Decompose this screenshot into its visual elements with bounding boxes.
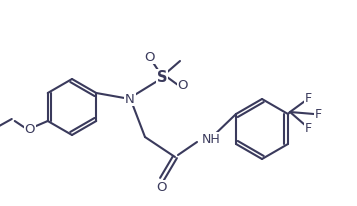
Text: N: N: [125, 93, 135, 106]
Text: F: F: [305, 92, 312, 105]
Text: O: O: [25, 123, 35, 136]
Text: NH: NH: [202, 133, 221, 146]
Text: S: S: [157, 70, 167, 85]
Text: F: F: [305, 122, 312, 135]
Text: O: O: [178, 79, 188, 92]
Text: O: O: [145, 51, 155, 64]
Text: O: O: [157, 181, 167, 194]
Text: F: F: [315, 108, 322, 121]
